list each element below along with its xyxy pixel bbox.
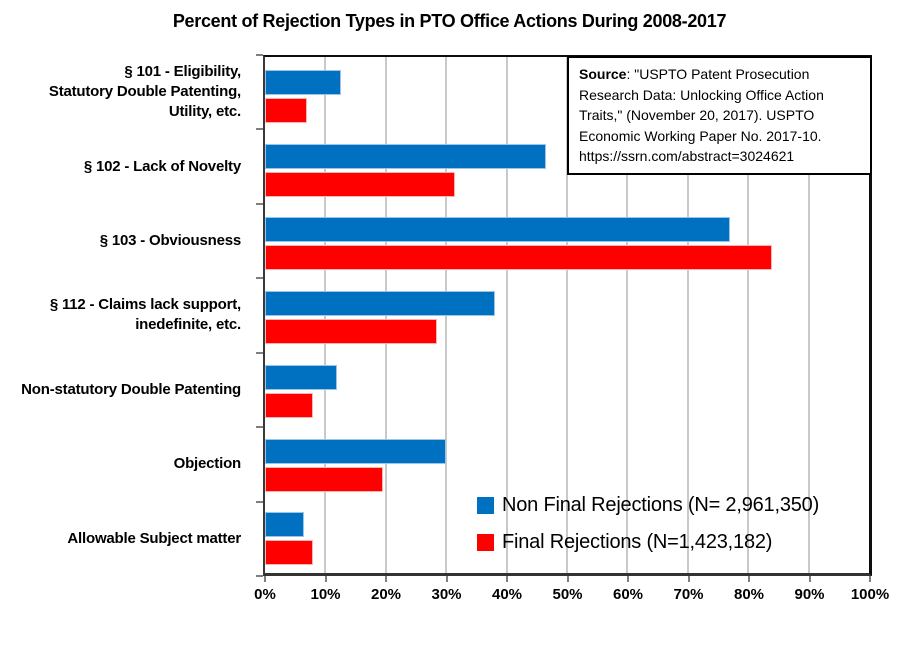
category-label: Objection [173,455,242,473]
y-axis-ticks [256,54,263,577]
bar-non-final [265,438,447,464]
legend-label: Final Rejections (N=1,423,182) [502,530,773,553]
chart-row [265,426,869,500]
category-labels: § 101 - Eligibility, Statutory Double Pat… [0,55,251,576]
x-tick [566,576,569,582]
chart-row [265,131,869,205]
x-tick [808,576,811,582]
y-tick [256,128,263,131]
chart-row [265,204,869,278]
x-tick [748,576,750,582]
source-line: Traits," (November 20, 2017). USPTO [579,107,815,123]
bar-final [265,98,308,123]
y-tick [256,500,263,503]
bar-non-final [265,143,546,169]
x-tick [869,576,871,582]
source-line: Economic Working Paper No. 2017-10. [579,127,822,144]
x-tick-label: 30% [431,586,462,603]
y-tick [256,426,263,429]
legend-item-non-final: Non Final Rejections (N= 2,961,350) [477,494,819,516]
source-label: Source [579,66,627,82]
gridline [505,57,508,573]
gridline [747,57,750,573]
x-tick-label: 50% [552,586,583,603]
x-tick [506,576,508,582]
x-tick-label: 70% [673,586,704,603]
x-tick-label: 90% [794,586,825,603]
y-tick [256,575,263,577]
x-tick [687,576,690,582]
chart-row [265,278,869,352]
bar-final [265,171,456,197]
y-tick [256,54,263,56]
y-tick [256,277,263,280]
chart-row [265,57,869,131]
bar-non-final [265,512,305,538]
category-label: Non-statutory Double Patenting [21,380,241,398]
category-label: Allowable Subject matter [67,529,241,547]
bar-final [265,466,383,492]
chart-row [265,499,869,573]
gridline [566,57,568,573]
bar-final [265,245,773,271]
x-tick [324,576,327,582]
x-tick-label: 10% [310,586,341,603]
x-tick [385,576,387,582]
y-tick [256,202,263,205]
bar-final [265,392,314,418]
source-line: Source: "USPTO Patent Prosecution [579,66,810,82]
x-tick-label: 40% [491,586,523,603]
chart-row [265,352,869,426]
source-box: Source: "USPTO Patent Prosecution Resear… [567,56,872,175]
x-tick-label: 60% [612,586,644,603]
y-tick [256,351,263,354]
x-tick-label: 20% [370,586,402,603]
x-tick-label: 100% [850,586,890,603]
category-label: § 101 - Eligibility, Statutory Double Pat… [48,63,241,121]
category-label: § 112 - Claims lack support, inedefinite,… [49,296,241,334]
legend: Non Final Rejections (N= 2,961,350) Fina… [477,494,819,568]
source-line: Research Data: Unlocking Office Action [579,86,824,103]
gridline [626,57,629,573]
bar-non-final [265,70,341,95]
plot-rows [265,57,869,573]
x-tick-label: 0% [254,586,276,603]
category-label: § 103 - Obviousness [99,232,241,250]
source-line: https://ssrn.com/abstract=3024621 [579,148,795,164]
chart-title: Percent of Rejection Types in PTO Office… [172,11,727,31]
bar-non-final [265,364,338,390]
legend-label: Non Final Rejections (N= 2,961,350) [502,493,820,516]
gridline [686,57,689,573]
x-axis-ticks [264,576,871,582]
category-label: § 102 - Lack of Novelty [83,157,241,175]
x-tick [445,576,448,582]
bar-non-final [265,217,731,243]
bar-final [265,540,314,566]
x-axis-labels: 0% 10% 20% 30% 40% 50% 60% 70% 80% 90% 100% [254,586,889,606]
bar-non-final [265,291,495,317]
legend-swatch-final-icon [477,533,494,551]
legend-swatch-non-final-icon [477,496,494,514]
gridline [807,57,810,573]
x-tick-label: 80% [733,586,765,603]
legend-item-final: Final Rejections (N=1,423,182) [477,531,819,553]
bar-final [265,319,438,345]
x-tick [627,576,629,582]
x-tick [264,576,266,582]
